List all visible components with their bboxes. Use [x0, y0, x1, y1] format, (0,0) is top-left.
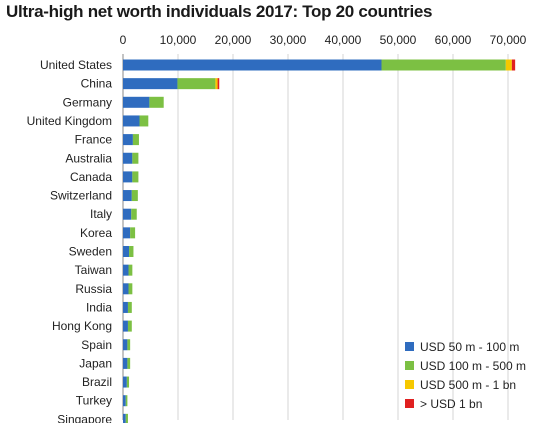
bar-segment — [511, 59, 516, 71]
bar-segment — [129, 246, 134, 257]
legend-swatch — [405, 361, 414, 370]
bar-segment — [132, 152, 139, 164]
bar-segment — [130, 227, 136, 239]
legend-item-usd-50m-100m: USD 50 m - 100 m — [405, 337, 526, 356]
category-label: Germany — [63, 95, 112, 109]
bar-segment — [127, 357, 131, 369]
x-tick-label: 70,000 — [490, 33, 527, 47]
bar-segment — [127, 320, 132, 332]
bar-segment — [123, 357, 128, 369]
bar-segment — [132, 171, 139, 183]
category-label: Turkey — [76, 394, 112, 408]
x-tick-label: 20,000 — [215, 33, 252, 47]
bar-segment — [132, 134, 139, 146]
legend-item-over-usd-1bn: > USD 1 bn — [405, 394, 526, 413]
bar-segment — [123, 246, 130, 257]
x-tick-label: 60,000 — [435, 33, 472, 47]
bar-segment — [123, 264, 129, 276]
legend-label: USD 500 m - 1 bn — [420, 377, 517, 392]
category-label: United Kingdom — [27, 114, 112, 128]
legend-label: USD 100 m - 500 m — [420, 358, 527, 373]
bar-segment — [127, 301, 132, 313]
bar-segment — [123, 413, 126, 423]
bar-segment — [123, 339, 128, 351]
legend-item-usd-100m-500m: USD 100 m - 500 m — [405, 356, 526, 375]
bar-segment — [381, 59, 506, 71]
bar-segment — [128, 283, 133, 295]
bars — [123, 59, 516, 423]
bar-segment — [123, 115, 140, 127]
bar-segment — [123, 134, 133, 146]
category-label: Switzerland — [50, 189, 112, 203]
category-label: France — [75, 133, 113, 147]
chart-title: Ultra-high net worth individuals 2017: T… — [6, 2, 433, 21]
x-axis-ticks: 0 10,000 20,000 30,000 40,000 50,000 60,000 70,… — [120, 33, 527, 47]
category-label: United States — [40, 58, 112, 72]
category-label: Spain — [81, 338, 112, 352]
category-labels: United States China Germany United Kingdom F… — [27, 58, 113, 423]
bar-segment — [505, 59, 512, 71]
x-tick-label: 50,000 — [380, 33, 417, 47]
x-tick-label: 10,000 — [160, 33, 197, 47]
bar-segment — [127, 339, 131, 351]
bar-segment — [149, 96, 164, 108]
bar-segment — [125, 395, 128, 407]
x-tick-label: 40,000 — [325, 33, 362, 47]
category-label: Italy — [90, 207, 112, 221]
category-label: China — [81, 77, 113, 91]
bar-segment — [123, 395, 126, 407]
bar-segment — [123, 78, 178, 90]
x-tick-label: 0 — [120, 33, 127, 47]
bar-segment — [139, 115, 149, 127]
bar-segment — [126, 376, 130, 388]
category-label: Russia — [75, 282, 112, 296]
x-tick-label: 30,000 — [270, 33, 307, 47]
bar-segment — [123, 376, 127, 388]
bar-segment — [123, 227, 131, 239]
legend-label: > USD 1 bn — [420, 396, 483, 411]
category-label: Taiwan — [75, 263, 112, 277]
bar-segment — [215, 78, 218, 90]
bar-segment — [123, 208, 132, 220]
legend: USD 50 m - 100 m USD 100 m - 500 m USD 5… — [405, 337, 526, 413]
category-label: Brazil — [82, 375, 112, 389]
category-label: Sweden — [69, 245, 112, 259]
bar-segment — [125, 413, 128, 423]
category-label: Hong Kong — [52, 319, 112, 333]
bar-segment — [123, 171, 133, 183]
bar-segment — [123, 59, 382, 71]
category-label: Korea — [80, 226, 112, 240]
category-label: Canada — [70, 170, 112, 184]
legend-label: USD 50 m - 100 m — [420, 339, 520, 354]
bar-segment — [123, 283, 129, 295]
bar-segment — [217, 78, 220, 90]
bar-segment — [177, 78, 216, 90]
legend-swatch — [405, 342, 414, 351]
bar-segment — [123, 320, 128, 332]
category-label: Japan — [79, 356, 112, 370]
category-label: Australia — [65, 151, 112, 165]
category-label: Singapore — [57, 412, 112, 423]
legend-swatch — [405, 380, 414, 389]
category-label: India — [86, 300, 112, 314]
bar-segment — [131, 190, 138, 202]
bar-segment — [123, 152, 133, 164]
bar-segment — [123, 190, 132, 202]
bar-segment — [128, 264, 133, 276]
bar-segment — [131, 208, 137, 220]
bar-segment — [123, 96, 150, 108]
legend-item-usd-500m-1bn: USD 500 m - 1 bn — [405, 375, 526, 394]
bar-segment — [123, 301, 128, 313]
legend-swatch — [405, 399, 414, 408]
